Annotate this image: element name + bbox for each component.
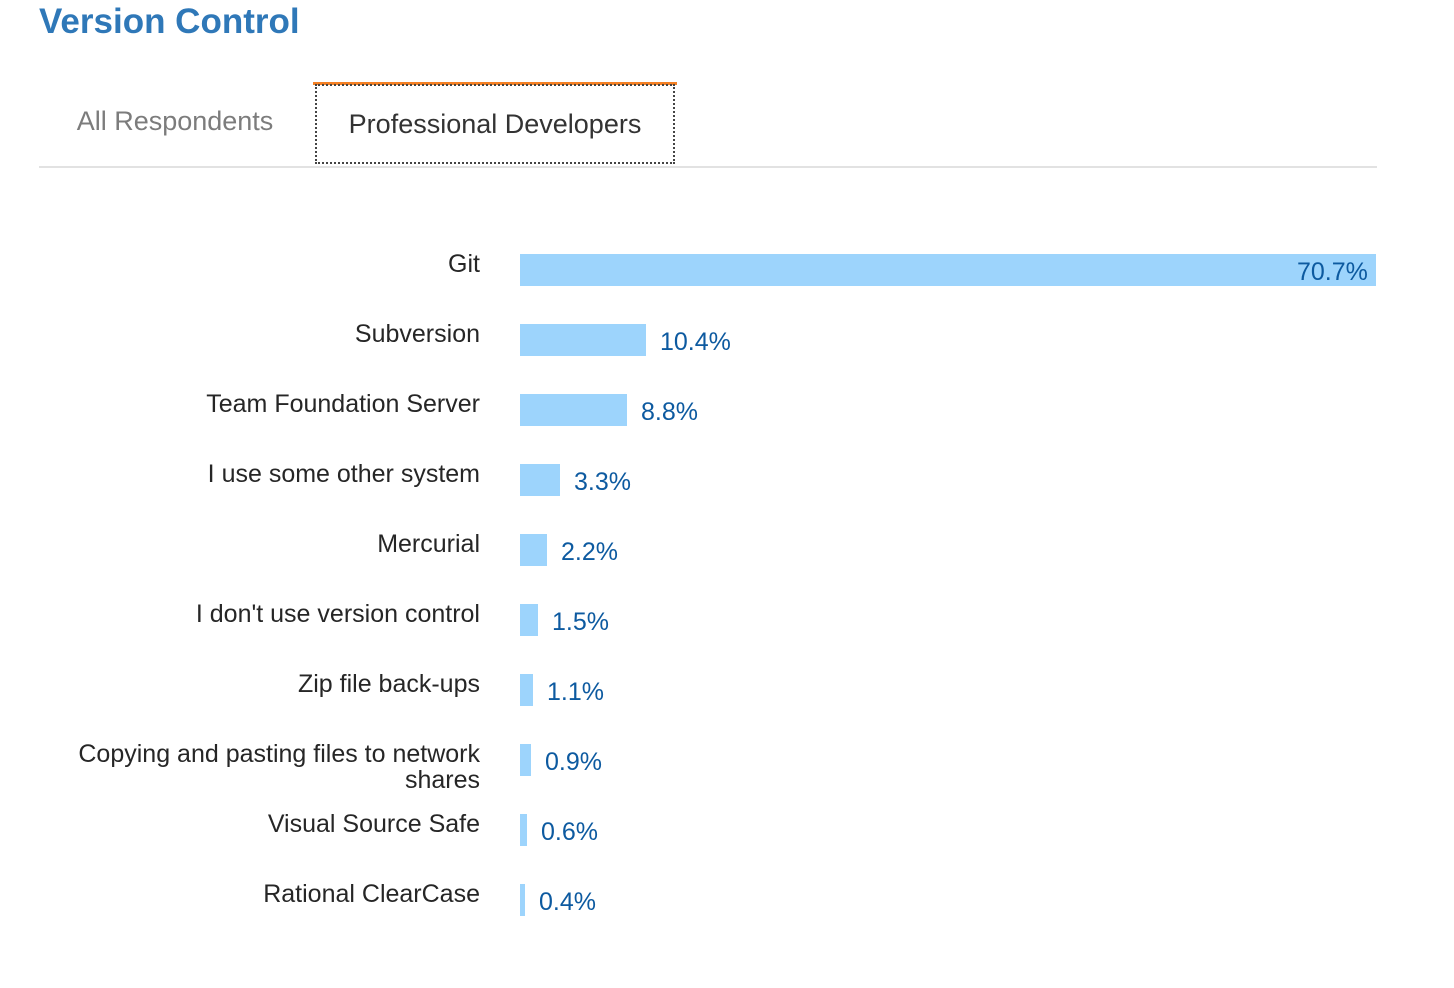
value-label: 2.2% — [561, 538, 618, 566]
value-label: 1.5% — [552, 608, 609, 636]
category-label: Git — [448, 250, 480, 278]
bar — [520, 884, 525, 916]
category-label: Rational ClearCase — [263, 880, 480, 908]
value-label: 1.1% — [547, 678, 604, 706]
value-label: 70.7% — [1297, 258, 1368, 286]
bar — [520, 674, 533, 706]
bar — [520, 604, 538, 636]
bar — [520, 464, 560, 496]
value-label: 10.4% — [660, 328, 731, 356]
category-label: Copying and pasting files to network sha… — [78, 740, 480, 794]
value-label: 8.8% — [641, 398, 698, 426]
bar — [520, 394, 627, 426]
tab-professional-developers[interactable]: Professional Developers — [313, 82, 677, 166]
bar — [520, 814, 527, 846]
value-label: 0.4% — [539, 888, 596, 916]
bar — [520, 744, 531, 776]
category-label: Subversion — [354, 320, 480, 348]
category-label: Team Foundation Server — [206, 390, 480, 418]
bar — [520, 254, 1376, 286]
category-label: Mercurial — [377, 530, 480, 558]
category-label: Zip file back-ups — [297, 670, 480, 698]
page-title: Version Control — [39, 2, 300, 41]
category-label: I don't use version control — [195, 600, 480, 628]
bar — [520, 534, 547, 566]
respondent-tabs: All Respondents Professional Developers — [39, 82, 1377, 168]
value-label: 0.9% — [545, 748, 602, 776]
tab-all-respondents[interactable]: All Respondents — [76, 106, 274, 136]
value-label: 0.6% — [541, 818, 598, 846]
value-label: 3.3% — [574, 468, 631, 496]
category-label: Visual Source Safe — [267, 810, 480, 838]
category-label: I use some other system — [207, 460, 480, 488]
bar — [520, 324, 646, 356]
